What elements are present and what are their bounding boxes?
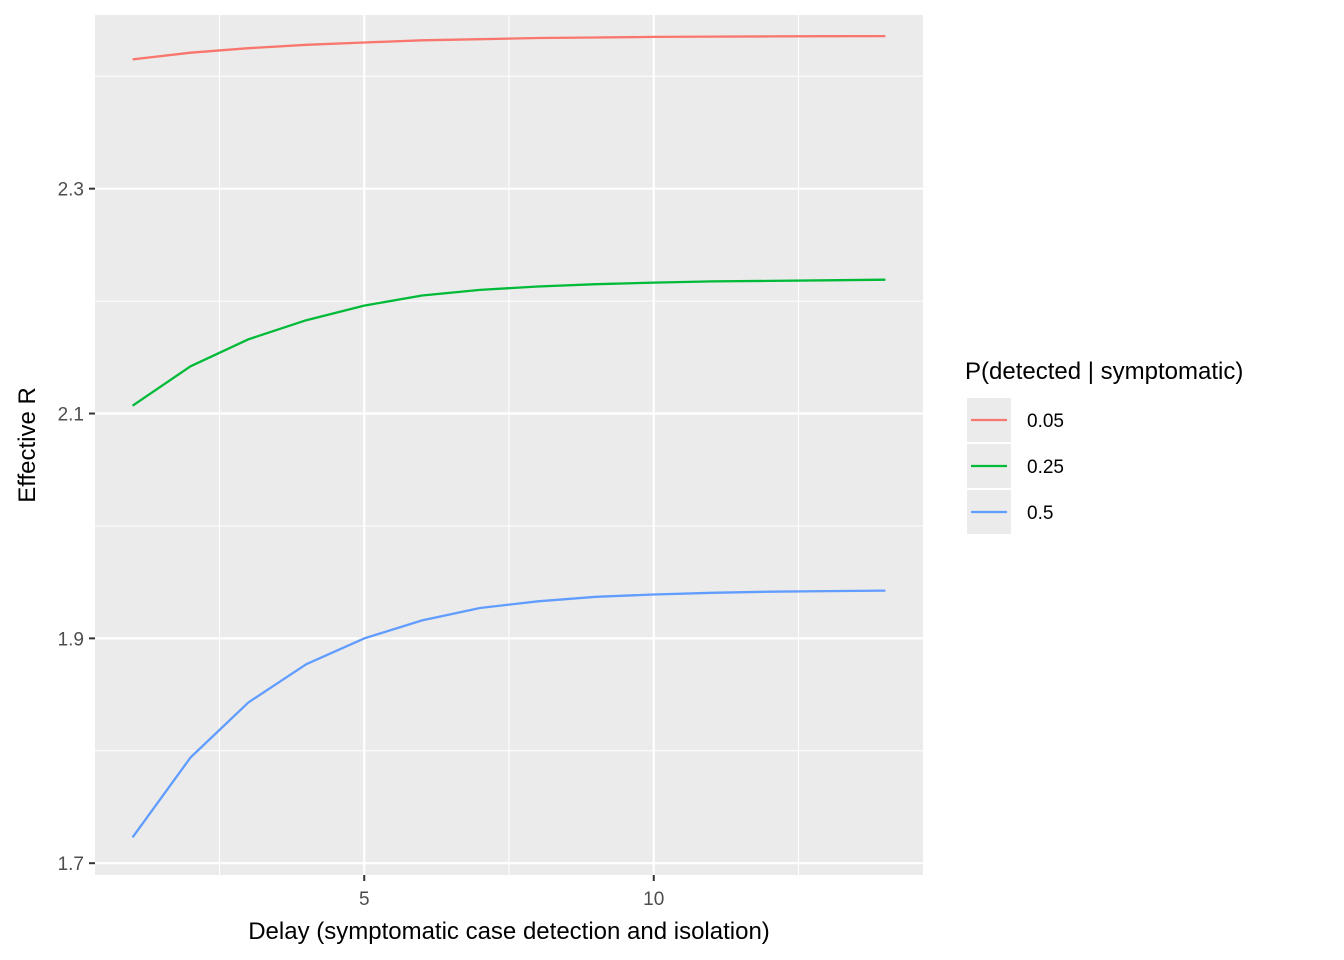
x-tick-label: 5 [359,889,370,910]
legend-keys: 0.05 0.25 0.5 [967,398,1064,534]
y-tick-label: 2.1 [58,405,84,426]
legend-label: 0.05 [1027,411,1064,432]
tick-labels: 5 10 1.7 1.9 2.1 2.3 [58,180,665,910]
major-grid [95,15,923,875]
series-line-0-5 [131,589,886,838]
legend: P(detected | symptomatic) 0.05 0.25 0.5 [965,358,1243,534]
y-axis-title: Effective R [14,387,41,503]
legend-label: 0.25 [1027,457,1064,478]
legend-label: 0.5 [1027,503,1053,524]
axis-ticks [89,187,655,881]
series-line-0-05 [132,34,886,61]
y-tick-label: 2.3 [58,180,84,201]
y-tick-label: 1.7 [58,854,84,875]
x-axis-title: Delay (symptomatic case detection and is… [248,918,770,945]
series-lines [131,34,886,838]
x-tick-label: 10 [643,889,664,910]
y-tick-label: 1.9 [58,629,84,650]
legend-title: P(detected | symptomatic) [965,358,1243,385]
series-line-0-25 [131,278,886,407]
minor-grid [95,15,923,875]
